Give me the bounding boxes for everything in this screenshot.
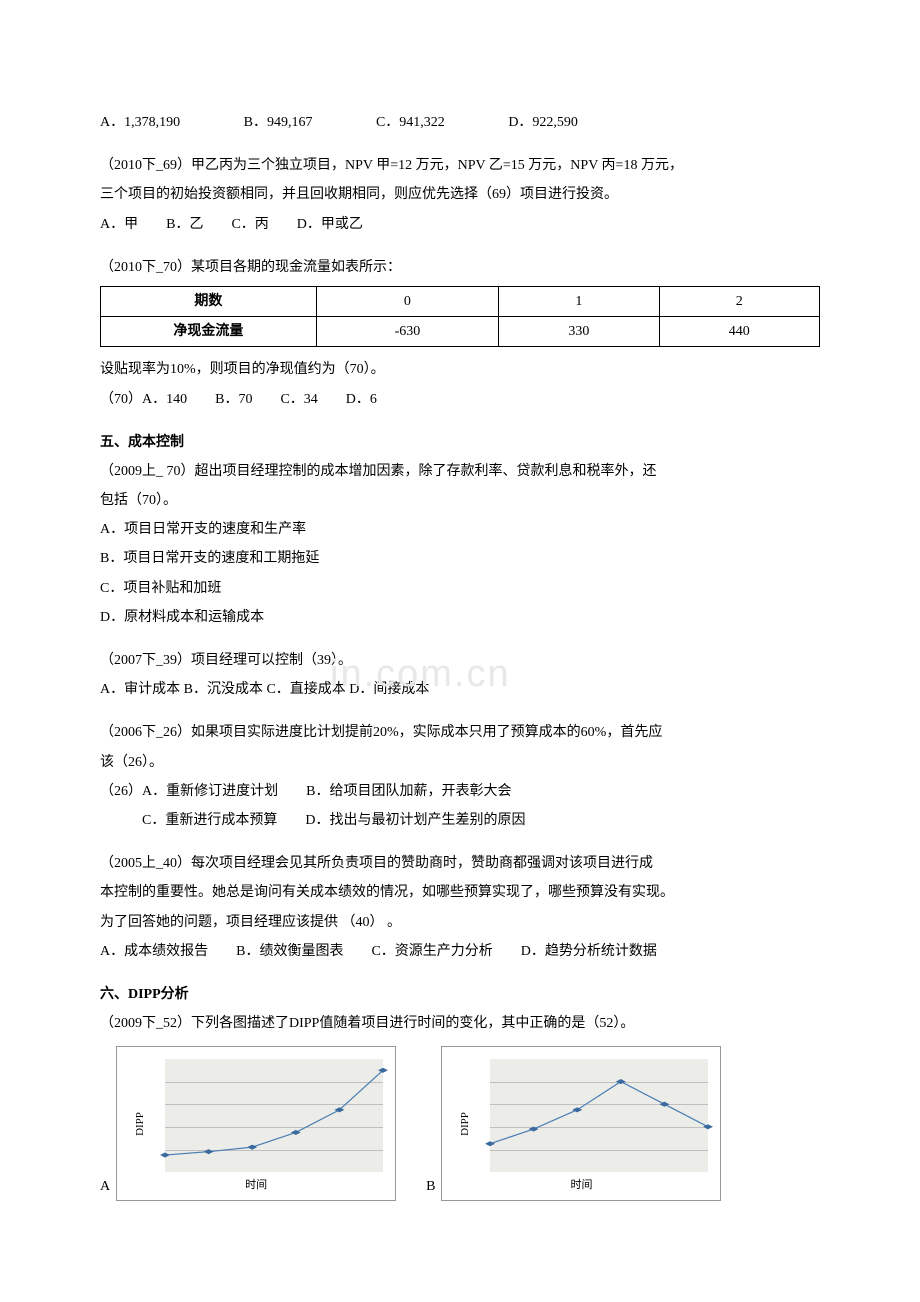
question-68-options: A．1,378,190 B．949,167 C．941,322 D．922,59… bbox=[100, 110, 820, 135]
table-cell: 1 bbox=[499, 286, 659, 316]
chart-a-xlabel: 时间 bbox=[245, 1176, 267, 1196]
section-5: 五、成本控制 （2009上_ 70）超出项目经理控制的成本增加因素，除了存款利率… bbox=[100, 430, 820, 964]
table-cell: -630 bbox=[316, 317, 498, 347]
table-cell: 2 bbox=[659, 286, 819, 316]
q70-2010b-after2: （70）A．140 B．70 C．34 D．6 bbox=[100, 387, 820, 412]
chart-a-label: A bbox=[100, 1174, 110, 1199]
q70-2009a-optB: B．项目日常开支的速度和工期拖延 bbox=[100, 546, 820, 571]
q26-stem2: 该（26）。 bbox=[100, 750, 820, 775]
chart-a-ylabel: DIPP bbox=[131, 1112, 151, 1136]
section-6: 六、DIPP分析 （2009下_52）下列各图描述了DIPP值随着项目进行时间的… bbox=[100, 982, 820, 1201]
opt-a: A．1,378,190 bbox=[100, 115, 180, 130]
table-cell: 440 bbox=[659, 317, 819, 347]
table-cell: 期数 bbox=[101, 286, 317, 316]
q26-options-line2: C．重新进行成本预算 D．找出与最初计划产生差别的原因 bbox=[100, 808, 820, 833]
q70-2009a-optD: D．原材料成本和运输成本 bbox=[100, 605, 820, 630]
q70-2009a-stem1: （2009上_ 70）超出项目经理控制的成本增加因素，除了存款利率、贷款利息和税… bbox=[100, 459, 820, 484]
chart-b-label: B bbox=[426, 1174, 435, 1199]
q69-stem-line2: 三个项目的初始投资额相同，并且回收期相同，则应优先选择（69）项目进行投资。 bbox=[100, 182, 820, 207]
question-70-2009a: （2009上_ 70）超出项目经理控制的成本增加因素，除了存款利率、贷款利息和税… bbox=[100, 459, 820, 630]
q39-stem: （2007下_39）项目经理可以控制（39）。 bbox=[100, 648, 820, 673]
table-row: 期数 0 1 2 bbox=[101, 286, 820, 316]
table-cell: 0 bbox=[316, 286, 498, 316]
q52-stem: （2009下_52）下列各图描述了DIPP值随着项目进行时间的变化，其中正确的是… bbox=[100, 1011, 820, 1036]
q40-stem1: （2005上_40）每次项目经理会见其所负责项目的赞助商时，赞助商都强调对该项目… bbox=[100, 851, 820, 876]
q26-options-line1: （26）A．重新修订进度计划 B．给项目团队加薪，开表彰大会 bbox=[100, 779, 820, 804]
q69-options: A．甲 B．乙 C．丙 D．甲或乙 bbox=[100, 212, 820, 237]
q26-stem1: （2006下_26）如果项目实际进度比计划提前20%，实际成本只用了预算成本的6… bbox=[100, 720, 820, 745]
chart-a: DIPP 时间 bbox=[116, 1046, 396, 1201]
section-6-title: 六、DIPP分析 bbox=[100, 982, 820, 1007]
chart-a-plot bbox=[165, 1059, 383, 1172]
opt-c: C．941,322 bbox=[376, 115, 445, 130]
chart-b-wrap: B DIPP 时间 bbox=[426, 1046, 721, 1201]
q40-stem3: 为了回答她的问题，项目经理应该提供 （40） 。 bbox=[100, 910, 820, 935]
question-69: （2010下_69）甲乙丙为三个独立项目，NPV 甲=12 万元，NPV 乙=1… bbox=[100, 153, 820, 237]
table-cell: 净现金流量 bbox=[101, 317, 317, 347]
table-row: 净现金流量 -630 330 440 bbox=[101, 317, 820, 347]
chart-b-ylabel: DIPP bbox=[456, 1112, 476, 1136]
q40-options: A．成本绩效报告 B．绩效衡量图表 C．资源生产力分析 D．趋势分析统计数据 bbox=[100, 939, 820, 964]
chart-b-plot bbox=[490, 1059, 708, 1172]
chart-b: DIPP 时间 bbox=[441, 1046, 721, 1201]
q70-2010b-stem: （2010下_70）某项目各期的现金流量如表所示： bbox=[100, 255, 820, 280]
question-70-2010b: （2010下_70）某项目各期的现金流量如表所示： 期数 0 1 2 净现金流量… bbox=[100, 255, 820, 412]
section-5-title: 五、成本控制 bbox=[100, 430, 820, 455]
chart-a-markers bbox=[165, 1059, 383, 1172]
q39-options: A．审计成本 B．沉没成本 C．直接成本 D．间接成本 bbox=[100, 677, 820, 702]
opt-b: B．949,167 bbox=[244, 115, 313, 130]
q70-2010b-after1: 设贴现率为10%，则项目的净现值约为（70）。 bbox=[100, 357, 820, 382]
chart-b-markers bbox=[490, 1059, 708, 1172]
question-40: （2005上_40）每次项目经理会见其所负责项目的赞助商时，赞助商都强调对该项目… bbox=[100, 851, 820, 964]
table-cell: 330 bbox=[499, 317, 659, 347]
chart-row: A DIPP 时间 bbox=[100, 1046, 820, 1201]
q40-stem2: 本控制的重要性。她总是询问有关成本绩效的情况，如哪些预算实现了，哪些预算没有实现… bbox=[100, 880, 820, 905]
chart-a-wrap: A DIPP 时间 bbox=[100, 1046, 396, 1201]
question-39: in.com.cn （2007下_39）项目经理可以控制（39）。 A．审计成本… bbox=[100, 648, 820, 702]
q69-stem-line1: （2010下_69）甲乙丙为三个独立项目，NPV 甲=12 万元，NPV 乙=1… bbox=[100, 153, 820, 178]
opt-d: D．922,590 bbox=[508, 115, 578, 130]
cash-flow-table: 期数 0 1 2 净现金流量 -630 330 440 bbox=[100, 286, 820, 347]
question-26: （2006下_26）如果项目实际进度比计划提前20%，实际成本只用了预算成本的6… bbox=[100, 720, 820, 833]
q70-2009a-optA: A．项目日常开支的速度和生产率 bbox=[100, 517, 820, 542]
q70-2009a-stem2: 包括（70）。 bbox=[100, 488, 820, 513]
q70-2009a-optC: C．项目补贴和加班 bbox=[100, 576, 820, 601]
chart-b-xlabel: 时间 bbox=[570, 1176, 592, 1196]
